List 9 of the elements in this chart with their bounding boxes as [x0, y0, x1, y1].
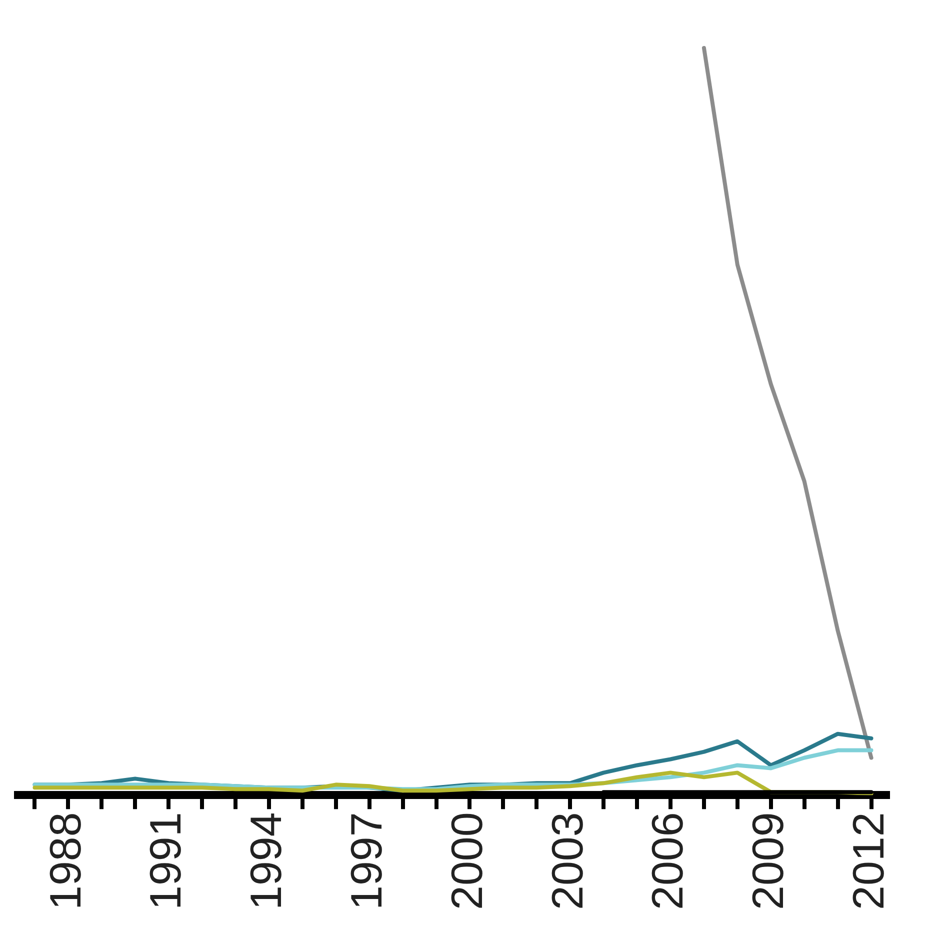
x-tick-label: 1994 — [242, 812, 292, 910]
x-tick-label: 2012 — [844, 812, 894, 910]
x-tick-label: 1988 — [41, 812, 90, 910]
x-tick-label: 2000 — [442, 812, 492, 910]
x-tick-label: 2009 — [744, 812, 794, 910]
x-tick-label: 1997 — [342, 812, 392, 910]
x-tick-label: 1991 — [142, 812, 191, 910]
x-tick-label: 2003 — [543, 812, 592, 910]
x-tick-label: 2006 — [644, 812, 693, 910]
